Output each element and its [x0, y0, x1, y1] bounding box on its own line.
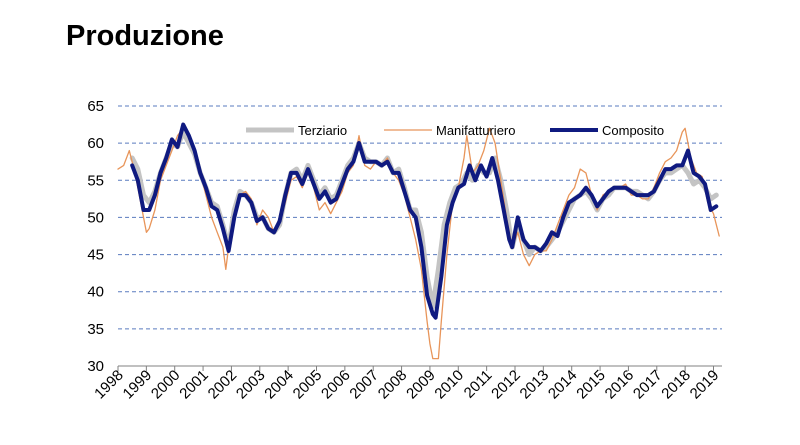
x-tick-label: 2004	[261, 367, 297, 403]
y-tick-label: 35	[87, 321, 104, 338]
x-tick-label: 2011	[461, 367, 496, 402]
y-tick-label: 50	[87, 209, 104, 226]
y-tick-label: 65	[87, 98, 104, 115]
legend-label-0: Terziario	[298, 123, 347, 138]
y-tick-label: 55	[87, 172, 104, 189]
x-tick-label: 2007	[346, 367, 382, 403]
x-tick-label: 2016	[602, 367, 638, 403]
x-tick-label: 2017	[630, 367, 666, 403]
series-lines	[117, 122, 720, 360]
x-tick-label: 2015	[573, 367, 609, 403]
x-tick-label: 2005	[290, 367, 326, 403]
legend-label-2: Composito	[602, 123, 664, 138]
x-tick-label: 2012	[488, 367, 524, 403]
series-line-2	[130, 122, 719, 320]
x-tick-label: 2000	[148, 367, 184, 403]
y-tick-label: 30	[87, 358, 104, 375]
x-tick-label: 2018	[658, 367, 694, 403]
x-tick-label: 2002	[205, 367, 241, 403]
x-tick-label: 2008	[375, 367, 411, 403]
x-tick-label: 2013	[517, 367, 553, 403]
y-tick-label: 45	[87, 247, 104, 264]
x-tick-label: 2003	[233, 367, 269, 403]
x-tick-label: 1999	[120, 367, 156, 403]
x-tick-label: 2014	[545, 367, 581, 403]
y-tick-label: 40	[87, 284, 104, 301]
legend: Terziario Manifatturiero Composito	[246, 123, 664, 138]
y-tick-label: 60	[87, 135, 104, 152]
x-tick-label: 2009	[403, 367, 439, 403]
x-tick-label: 2001	[176, 367, 212, 403]
x-tick-label: 2006	[318, 367, 354, 403]
x-tick-label: 2010	[431, 367, 467, 403]
series-line-1	[117, 127, 720, 360]
x-axis: 1998199920002001200220032004200520062007…	[91, 365, 723, 403]
y-axis-ticks: 30 35 40 45 50 55 60 65	[87, 98, 104, 375]
chart-title: Produzione	[66, 20, 224, 52]
x-tick-label: 2019	[687, 367, 723, 403]
legend-label-1: Manifatturiero	[436, 123, 515, 138]
